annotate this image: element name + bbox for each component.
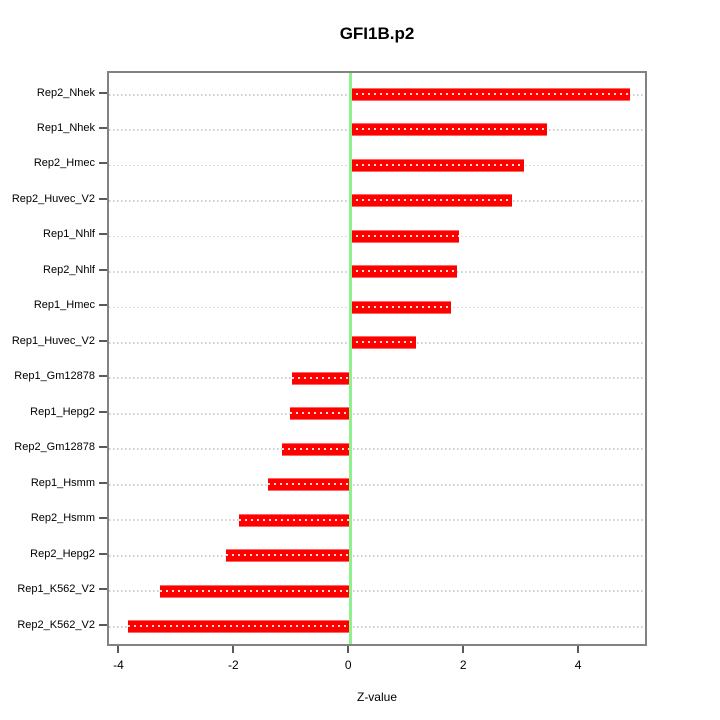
y-tick <box>99 268 107 271</box>
bar-Rep2_K562_V2 <box>127 620 351 633</box>
gridline <box>109 483 645 486</box>
plot-area <box>107 71 647 646</box>
bar-Rep2_Huvec_V2 <box>350 194 512 208</box>
bar-center-dots <box>350 93 631 95</box>
y-tick <box>99 339 107 342</box>
gridline <box>109 519 645 522</box>
bar-center-dots <box>239 518 351 521</box>
bar-center-dots <box>160 589 351 592</box>
y-tick <box>99 446 107 449</box>
x-tick-label: -4 <box>113 658 124 672</box>
y-tick-label-Rep1_Gm12878: Rep1_Gm12878 <box>14 370 95 383</box>
y-tick-label-Rep1_Huvec_V2: Rep1_Huvec_V2 <box>11 334 95 347</box>
bar-Rep2_Nhek <box>350 88 631 101</box>
y-tick <box>99 481 107 484</box>
bar-Rep2_Hepg2 <box>226 549 351 563</box>
bar-center-dots <box>350 199 512 202</box>
y-tick-label-Rep1_Nhlf: Rep1_Nhlf <box>43 228 95 241</box>
y-tick-label-Rep1_Hsmm: Rep1_Hsmm <box>30 476 95 489</box>
bar-center-dots <box>350 305 451 308</box>
bar-center-dots <box>350 270 457 273</box>
bar-Rep2_Nhlf <box>350 265 457 279</box>
plot-inner <box>109 73 645 644</box>
y-tick <box>99 91 107 94</box>
y-tick <box>99 126 107 129</box>
bar-center-dots <box>268 483 351 486</box>
bar-center-dots <box>289 412 351 415</box>
gridline <box>109 377 645 380</box>
x-tick <box>462 646 465 653</box>
bar-center-dots <box>350 163 524 166</box>
bar-center-dots <box>350 234 459 237</box>
x-tick-label: -2 <box>228 658 239 672</box>
gridline <box>109 554 645 557</box>
bar-center-dots <box>127 625 351 627</box>
y-tick-label-Rep2_Gm12878: Rep2_Gm12878 <box>14 441 95 454</box>
y-tick <box>99 233 107 236</box>
y-tick-label-Rep1_Nhek: Rep1_Nhek <box>36 121 95 134</box>
bar-center-dots <box>292 376 351 379</box>
gridline <box>109 412 645 415</box>
bar-Rep2_Hsmm <box>239 513 351 527</box>
bar-Rep1_Gm12878 <box>292 371 351 385</box>
y-tick-label-Rep1_Hepg2: Rep1_Hepg2 <box>30 405 95 418</box>
bar-Rep1_Nhlf <box>350 229 459 243</box>
x-axis-title: Z-value <box>356 690 397 704</box>
y-tick <box>99 623 107 626</box>
x-tick <box>232 646 235 653</box>
y-tick-label-Rep2_K562_V2: Rep2_K562_V2 <box>17 618 95 631</box>
gridline <box>109 625 645 628</box>
y-tick-label-Rep1_Hmec: Rep1_Hmec <box>33 299 95 312</box>
bar-Rep1_Nhek <box>350 123 547 137</box>
y-tick-label-Rep2_Huvec_V2: Rep2_Huvec_V2 <box>11 192 95 205</box>
y-tick <box>99 588 107 591</box>
y-tick <box>99 517 107 520</box>
bar-Rep1_Hsmm <box>268 478 351 492</box>
gridline <box>109 590 645 593</box>
y-tick-label-Rep1_K562_V2: Rep1_K562_V2 <box>17 583 95 596</box>
bar-Rep1_Hepg2 <box>289 407 351 421</box>
bar-Rep1_Hmec <box>350 300 451 314</box>
bar-Rep2_Hmec <box>350 158 524 172</box>
y-tick-label-Rep2_Hsmm: Rep2_Hsmm <box>30 512 95 525</box>
y-tick <box>99 197 107 200</box>
x-tick-label: 2 <box>459 658 467 672</box>
chart-title: GFI1B.p2 <box>339 24 415 43</box>
y-tick <box>99 304 107 307</box>
x-tick <box>347 646 350 653</box>
bar-center-dots <box>281 447 351 450</box>
y-tick-label-Rep2_Nhlf: Rep2_Nhlf <box>43 263 95 276</box>
zero-reference-line <box>348 73 352 644</box>
y-tick <box>99 552 107 555</box>
x-tick-label: 4 <box>574 658 582 672</box>
y-tick-label-Rep2_Hmec: Rep2_Hmec <box>33 157 95 170</box>
x-tick-label: 0 <box>344 658 352 672</box>
y-tick <box>99 410 107 413</box>
y-tick <box>99 162 107 165</box>
y-tick-label-Rep2_Nhek: Rep2_Nhek <box>36 86 95 99</box>
y-tick <box>99 375 107 378</box>
y-tick-label-Rep2_Hepg2: Rep2_Hepg2 <box>30 547 95 560</box>
bar-Rep1_Huvec_V2 <box>350 336 416 350</box>
bar-Rep2_Gm12878 <box>281 442 351 456</box>
x-tick <box>117 646 120 653</box>
x-tick <box>577 646 580 653</box>
bar-center-dots <box>350 341 416 344</box>
bar-center-dots <box>350 128 547 131</box>
bar-center-dots <box>226 554 351 557</box>
gridline <box>109 448 645 451</box>
bar-Rep1_K562_V2 <box>160 584 351 598</box>
